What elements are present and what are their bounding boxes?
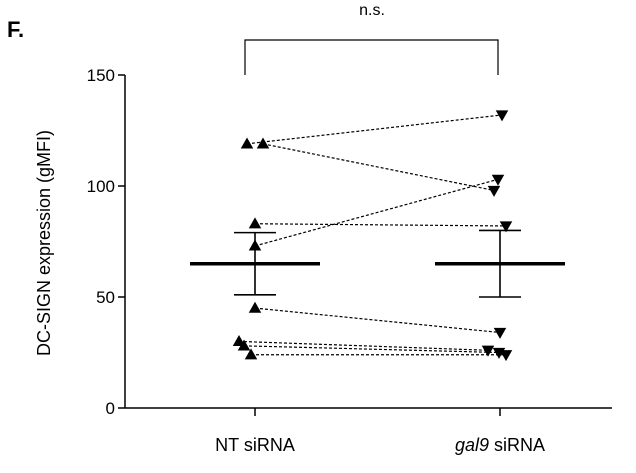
nt-sirna-point <box>248 301 262 313</box>
pair-line <box>243 345 500 354</box>
pair-line <box>254 223 507 227</box>
bracket-line <box>244 39 499 75</box>
x-categories: NT siRNA gal9 siRNA <box>215 408 545 455</box>
pair-lines <box>238 114 507 356</box>
gal9-sirna-point <box>499 350 513 362</box>
x-category-label: gal9 siRNA <box>455 435 545 455</box>
nt-sirna-point <box>248 217 262 229</box>
nt-sirna-point <box>248 239 262 251</box>
y-tick-label: 100 <box>87 177 115 196</box>
y-tick-label: 50 <box>96 288 115 307</box>
data-points <box>232 110 513 362</box>
gal9-sirna-point <box>499 221 513 233</box>
y-axis-label: DC-SIGN expression (gMFI) <box>34 130 54 356</box>
nt-sirna-point <box>237 339 251 351</box>
panel-label: F. <box>7 17 24 42</box>
pair-line <box>262 143 495 192</box>
y-tick-label: 0 <box>106 399 115 418</box>
gal9-sirna-point <box>493 327 507 339</box>
pair-line <box>254 178 499 247</box>
summary-bars <box>190 229 565 298</box>
gal9-sirna-point <box>481 345 495 357</box>
pair-line <box>246 114 503 145</box>
significance-bracket <box>244 39 499 75</box>
gal9-sirna-point <box>495 110 509 122</box>
x-category-label: NT siRNA <box>215 435 295 455</box>
gal9-sirna-point <box>487 185 501 197</box>
nt-sirna-point <box>256 137 270 149</box>
pair-line <box>238 340 489 351</box>
y-ticks: 0 50 100 150 <box>87 66 125 418</box>
axes <box>124 75 612 409</box>
significance-label: n.s. <box>359 2 385 19</box>
pair-line <box>254 307 501 334</box>
gal9-sirna-point <box>491 174 505 186</box>
y-tick-label: 150 <box>87 66 115 85</box>
nt-sirna-point <box>240 137 254 149</box>
nt-sirna-point <box>244 348 258 360</box>
